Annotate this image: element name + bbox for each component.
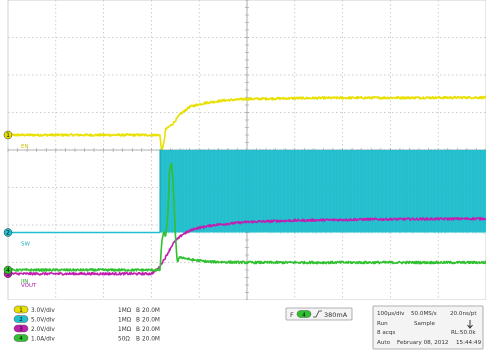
record-length: RL:50.0k [451,330,476,336]
channel-markers: 1 2 34 [3,130,13,278]
channel-label-sw: SW [21,242,30,248]
channel-setting-row[interactable]: 1 3.0V/div 1MΩ B 20.0M [13,305,160,314]
channel-label-iin: IIN [21,279,28,285]
acquisition-mode: Sample [414,321,436,327]
channel-bandwidth: 20.0M [142,327,160,333]
channel-setting-row[interactable]: 4 1.0A/div 50Ω B 20.0M [13,334,160,343]
channel-marker: 1 [19,307,23,313]
acquisition-readout[interactable]: 100µs/div 50.0MS/s 20.0ns/pt Run Sample … [372,305,484,350]
channel-bandwidth: 20.0M [142,318,160,324]
run-state: Run [377,321,388,327]
channel-chip [13,315,29,323]
trace-vout [7,216,486,276]
channel-label-en: EN [21,144,29,150]
channel-marker: 3 [19,326,23,332]
channel-scale: 5.0V/div [31,318,55,324]
trigger-mode: Auto [377,340,391,346]
rising-edge-icon [313,310,322,318]
channel-bandwidth: 20.0M [142,308,160,314]
channel-chip [13,305,29,314]
channel-chip [13,324,29,333]
bandwidth-limit-icon: B [136,318,140,324]
traces [7,95,486,276]
channel-label-vout: VOUT [21,283,37,289]
capture-date: February 08, 2012 [397,340,448,346]
trigger-arrow-icon [467,320,473,329]
ground-marker-ch2[interactable]: 2 [3,228,13,237]
bandwidth-limit-icon: B [136,337,140,343]
channel-setting-row[interactable]: 3 2.0V/div 1MΩ B 20.0M [13,324,160,333]
trigger-level: 380mA [324,311,348,319]
point-spacing: 20.0ns/pt [450,311,477,317]
timebase: 100µs/div [377,311,405,317]
acquisition-count: 8 acqs [377,330,395,336]
trigger-source-marker: 4 [302,312,306,318]
channel-impedance: 1MΩ [118,327,132,333]
ground-marker-ch4[interactable]: 4 [3,265,13,275]
info-panel: 1 3.0V/div 1MΩ B 20.0M2 5.0V/div 1MΩ B 20.0M3 2.0… [0,300,486,353]
channel-marker: 4 [19,336,23,342]
trace-iin [7,162,486,272]
channel-settings[interactable]: 1 3.0V/div 1MΩ B 20.0M2 5.0V/div 1MΩ B 20.0M3 2.0… [13,305,160,343]
svg-text:1: 1 [6,132,10,139]
channel-chip [13,334,29,342]
channel-bandwidth: 20.0M [142,337,160,343]
channel-scale: 1.0A/div [31,337,55,343]
trace-en [7,95,486,151]
sample-rate: 50.0MS/s [411,311,437,317]
svg-text:3: 3 [6,271,10,278]
svg-text:2: 2 [6,230,10,237]
bandwidth-limit-icon: B [136,327,140,333]
svg-text:4: 4 [6,267,10,274]
channel-impedance: 1MΩ [118,308,132,314]
trigger-source-chip [296,310,312,318]
trigger-readout[interactable]: F 4 380mA [285,307,353,321]
acquisition-readout-box [372,305,484,350]
ground-marker-ch1[interactable]: 1 [3,130,13,140]
channel-marker: 2 [19,317,23,323]
channel-impedance: 1MΩ [118,318,132,324]
capture-time: 15:44:49 [456,340,482,346]
channel-setting-row[interactable]: 2 5.0V/div 1MΩ B 20.0M [13,315,160,324]
trigger-prefix: F [290,311,294,319]
channel-scale: 2.0V/div [31,327,55,333]
channel-scale: 3.0V/div [31,308,55,314]
channel-impedance: 50Ω [118,337,130,343]
bandwidth-limit-icon: B [136,308,140,314]
